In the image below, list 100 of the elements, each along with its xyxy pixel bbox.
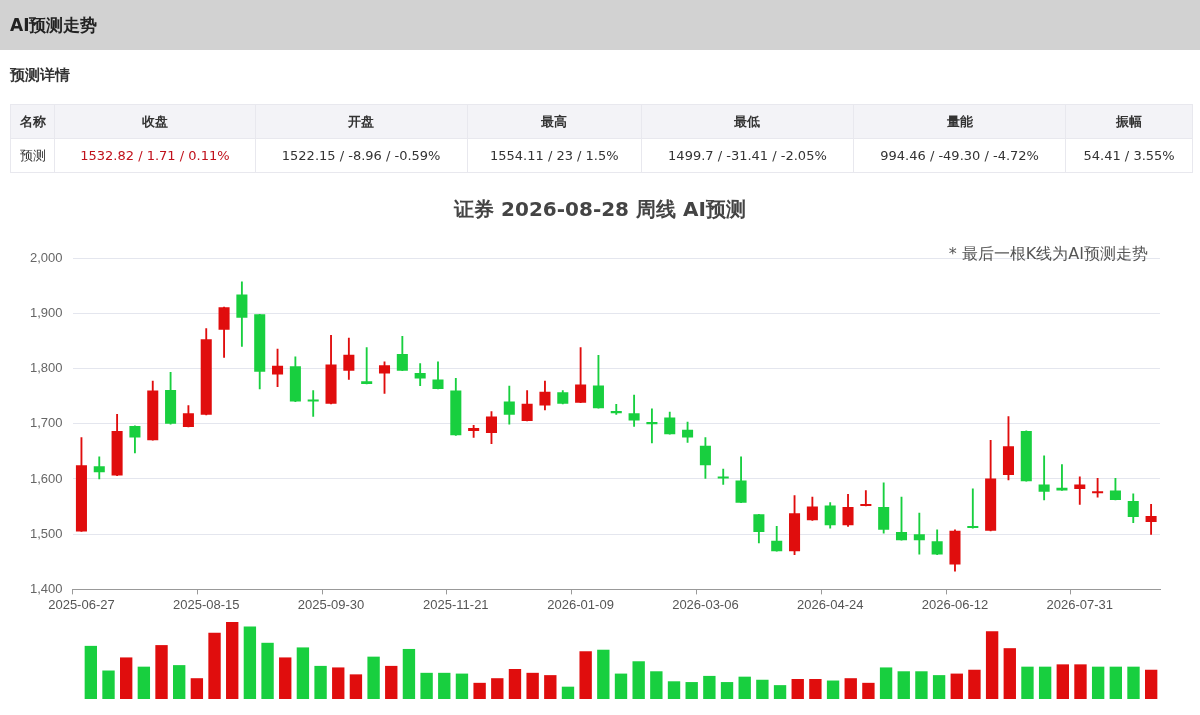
y-tick-label: 1,900 [29, 304, 63, 320]
bar [579, 651, 592, 699]
bar [1109, 666, 1123, 699]
bar [773, 685, 787, 699]
text: 1532.82 / 1.71 / 0.11% [54, 138, 256, 173]
bar [985, 631, 999, 699]
bar [756, 679, 769, 699]
bar [208, 632, 221, 699]
bar [862, 682, 875, 699]
bar [438, 672, 451, 699]
bar [508, 668, 522, 699]
bar [120, 657, 133, 699]
bar [1144, 669, 1158, 699]
bar [226, 622, 239, 699]
candlestick [717, 468, 729, 485]
bar [1091, 666, 1105, 699]
bar [526, 672, 539, 699]
bar [738, 676, 751, 699]
text: 振幅 [1065, 104, 1193, 139]
bar [84, 645, 98, 699]
x-tick-label: 2025-06-27 [48, 596, 115, 612]
text: 预测详情 [10, 66, 70, 85]
y-tick-label: 2,000 [29, 249, 63, 265]
bar [915, 671, 928, 699]
bar [685, 682, 698, 699]
bar [950, 673, 963, 699]
bar [385, 665, 398, 699]
text: 预测 [10, 138, 55, 173]
bar [1074, 664, 1087, 699]
bar [173, 665, 186, 699]
bar [791, 678, 804, 699]
text: 量能 [853, 104, 1066, 139]
bar [968, 669, 981, 699]
text: 最低 [641, 104, 854, 139]
text: 1522.15 / -8.96 / -0.59% [255, 138, 468, 173]
bar [703, 675, 716, 699]
bar [1127, 666, 1140, 699]
bar [473, 682, 486, 699]
bar [137, 666, 151, 699]
bar [314, 665, 327, 699]
bar [667, 681, 681, 699]
bar [561, 686, 575, 699]
x-tick-label: 2026-07-31 [1046, 596, 1114, 612]
bar [332, 667, 345, 699]
bar [420, 672, 433, 699]
annotation: * 最后一根K线为AI预测走势 [948, 244, 1148, 265]
candlestick [967, 488, 979, 529]
bar [809, 678, 822, 699]
text: 1499.7 / -31.41 / -2.05% [641, 138, 854, 173]
text: AI预测走势 [0, 0, 1200, 50]
y-tick-label: 1,700 [29, 415, 63, 431]
bar [296, 647, 310, 699]
candlestick [307, 390, 319, 417]
x-tick-label: 2026-01-09 [547, 596, 614, 612]
candlestick [646, 408, 658, 444]
y-tick-label: 1,600 [29, 470, 63, 486]
chart-title: 证券 2026-08-28 周线 AI预测 [452, 196, 747, 223]
x-tick-label: 2026-03-06 [672, 596, 739, 612]
candlestick [913, 512, 925, 555]
y-tick-label: 1,400 [29, 580, 63, 596]
bar [155, 645, 168, 699]
bar [932, 675, 946, 699]
bar [1038, 666, 1052, 699]
bar [897, 671, 910, 699]
y-tick-label: 1,800 [29, 360, 63, 376]
bar [614, 673, 628, 699]
bar [1003, 648, 1016, 699]
bar [367, 656, 380, 699]
bar [1021, 666, 1034, 699]
text: 最高 [467, 104, 642, 139]
bar [455, 673, 469, 699]
bar [1056, 664, 1069, 699]
bar [879, 667, 893, 699]
x-tick-label: 2025-11-21 [423, 596, 489, 612]
text: 54.41 / 3.55% [1065, 138, 1193, 173]
text: 名称 [10, 104, 55, 139]
y-tick-label: 1,500 [29, 525, 63, 541]
candlestick [1056, 464, 1068, 491]
x-tick-label: 2025-09-30 [297, 596, 365, 612]
bar [720, 682, 734, 699]
bar [279, 657, 292, 699]
x-tick-label: 2025-08-15 [172, 596, 240, 612]
bar [491, 678, 504, 699]
candlestick [1092, 478, 1104, 498]
text: 开盘 [255, 104, 468, 139]
bar [190, 678, 204, 699]
x-tick-label: 2026-06-12 [921, 596, 989, 612]
bar [826, 680, 840, 699]
bar [261, 642, 274, 699]
bar [349, 674, 363, 699]
bar [544, 675, 557, 699]
bar [243, 626, 257, 699]
bar [597, 649, 610, 699]
text: 1554.11 / 23 / 1.5% [467, 138, 642, 173]
bar [102, 670, 115, 699]
bar [650, 671, 663, 699]
x-tick-label: 2026-04-24 [796, 596, 864, 612]
bar [844, 678, 857, 699]
bar [402, 648, 416, 699]
candlestick [1074, 476, 1086, 505]
